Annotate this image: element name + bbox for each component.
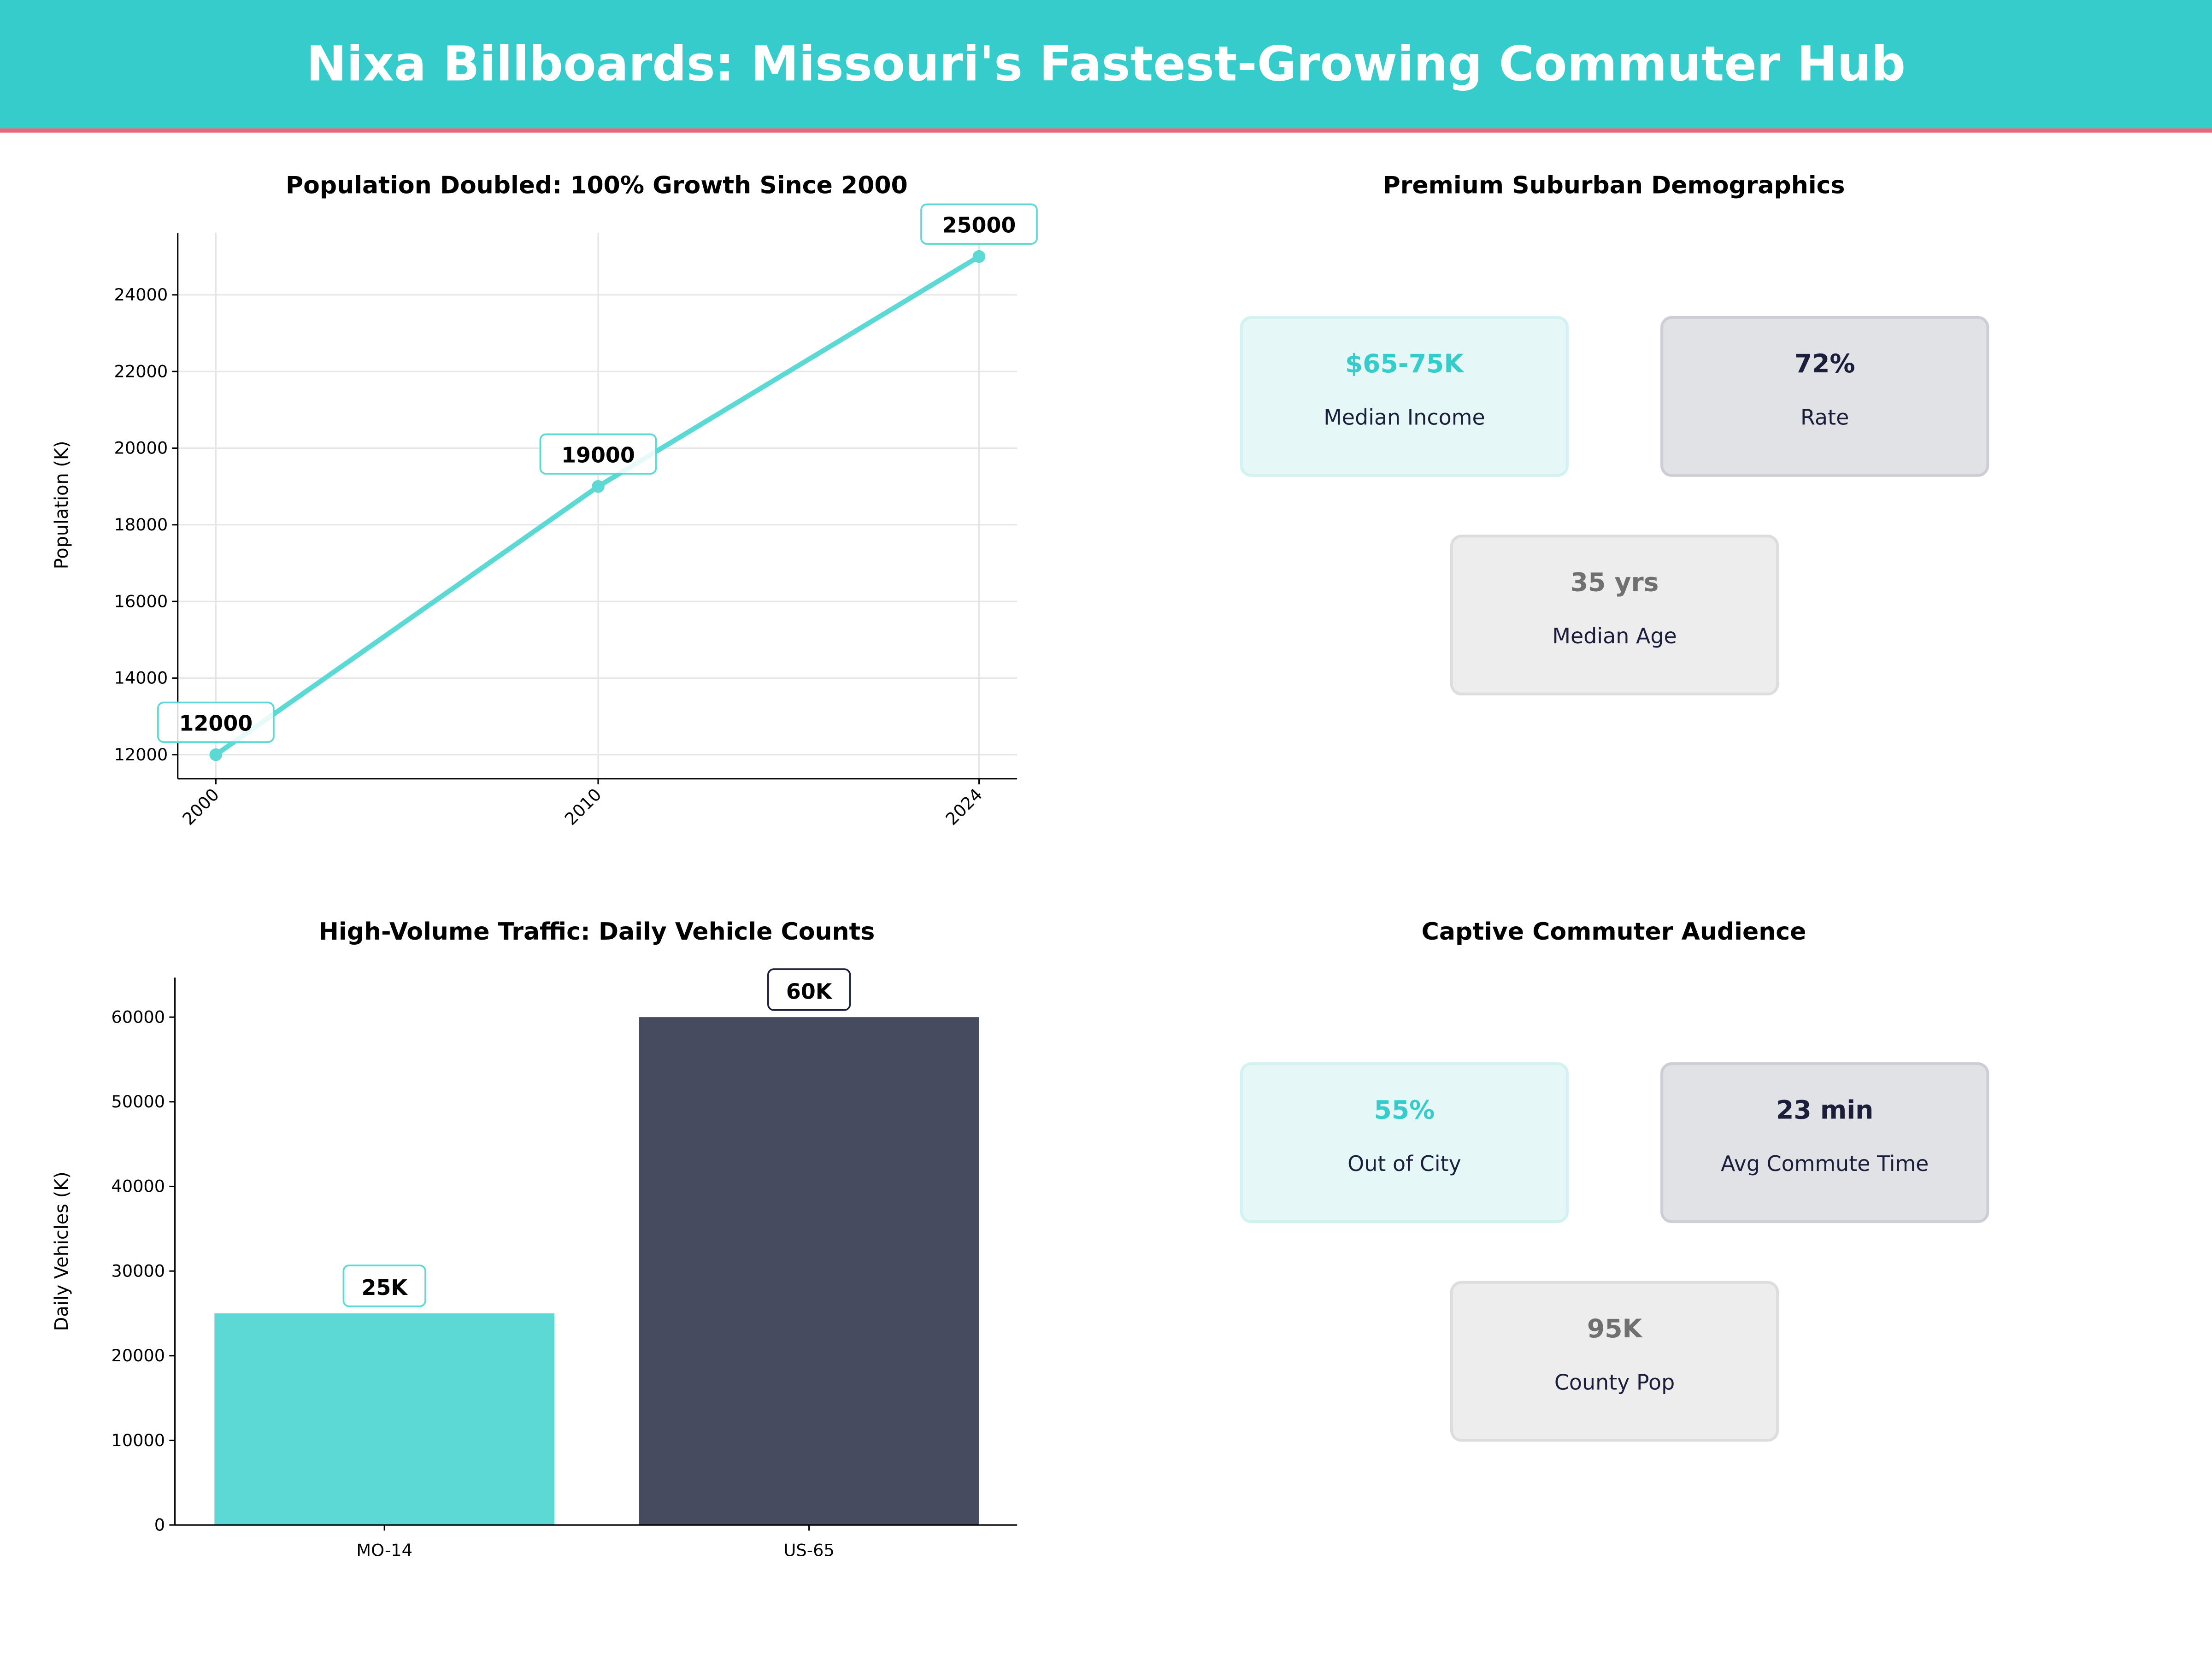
x-tick-label: 2000 — [178, 784, 223, 829]
y-axis-label: Population (K) — [51, 441, 72, 570]
data-label: 25000 — [942, 213, 1016, 238]
population-line-chart: Population Doubled: 100% Growth Since 20… — [51, 171, 1038, 829]
data-label: 19000 — [561, 443, 635, 468]
y-axis-label: Daily Vehicles (K) — [51, 1171, 72, 1331]
metric-value: 35 yrs — [1571, 568, 1659, 597]
card-background — [1660, 1062, 1989, 1224]
x-tick-label: US-65 — [784, 1541, 835, 1560]
y-tick-label: 50000 — [111, 1092, 165, 1112]
y-tick-label: 20000 — [114, 438, 168, 458]
bar-us-65 — [639, 1017, 979, 1525]
card-background — [1240, 316, 1569, 477]
data-point — [592, 480, 605, 493]
metric-value: 95K — [1587, 1314, 1643, 1343]
data-label-box — [342, 1265, 426, 1307]
metric-card: 95K County Pop — [1450, 1281, 1779, 1442]
y-tick-label: 16000 — [114, 591, 168, 611]
data-point — [209, 748, 223, 761]
y-tick-label: 10000 — [111, 1430, 165, 1450]
metric-card: $65-75K Median Income — [1240, 316, 1569, 477]
card-background — [1450, 535, 1779, 696]
metric-label: County Pop — [1554, 1370, 1675, 1394]
y-tick-label: 40000 — [111, 1177, 165, 1196]
y-tick-label: 0 — [154, 1515, 165, 1535]
y-tick-label: 18000 — [114, 515, 168, 535]
metric-value: 72% — [1794, 349, 1855, 378]
metric-value: $65-75K — [1345, 349, 1465, 378]
y-tick-label: 60000 — [111, 1007, 165, 1027]
metric-card: 23 min Avg Commute Time — [1660, 1062, 1989, 1224]
y-tick-label: 20000 — [111, 1346, 165, 1365]
metric-card: 72% Rate — [1660, 316, 1989, 477]
header-banner — [0, 0, 2212, 129]
page-title: Nixa Billboards: Missouri's Fastest-Grow… — [306, 35, 1906, 92]
data-label: 25K — [361, 1275, 408, 1300]
y-tick-label: 14000 — [114, 668, 168, 688]
metric-label: Median Age — [1552, 624, 1677, 648]
header-accent-line — [0, 128, 2212, 133]
x-tick-label: 2010 — [561, 784, 605, 829]
card-background — [1450, 1281, 1779, 1442]
metric-label: Median Income — [1324, 405, 1485, 429]
metric-label: Avg Commute Time — [1721, 1151, 1929, 1176]
data-label-box — [157, 701, 275, 743]
metric-value: 55% — [1374, 1095, 1435, 1125]
demographics-panel: Premium Suburban Demographics $65-75K Med… — [1240, 171, 1989, 696]
y-tick-label: 12000 — [114, 745, 168, 765]
data-point — [972, 250, 986, 263]
data-label-box — [539, 433, 657, 475]
data-label: 60K — [786, 979, 833, 1004]
x-tick-label: MO-14 — [356, 1541, 412, 1560]
bar-mo-14 — [214, 1313, 555, 1525]
metric-label: Out of City — [1347, 1151, 1461, 1176]
metric-value: 23 min — [1776, 1095, 1873, 1125]
chart-title: High-Volume Traffic: Daily Vehicle Count… — [318, 918, 875, 946]
commuter-panel: Captive Commuter Audience 55% Out of City… — [1240, 918, 1989, 1442]
metric-card: 35 yrs Median Age — [1450, 535, 1779, 696]
traffic-bar-chart: High-Volume Traffic: Daily Vehicle Count… — [51, 918, 1018, 1560]
data-label: 12000 — [179, 711, 253, 736]
panel-title: Premium Suburban Demographics — [1383, 171, 1845, 199]
card-background — [1660, 316, 1989, 477]
chart-title: Population Doubled: 100% Growth Since 20… — [286, 171, 908, 199]
metric-card: 55% Out of City — [1240, 1062, 1569, 1224]
x-tick-label: 2024 — [942, 784, 986, 829]
data-label-box — [920, 203, 1038, 245]
data-label-box — [767, 968, 851, 1011]
y-tick-label: 22000 — [114, 361, 168, 381]
y-tick-label: 24000 — [114, 285, 168, 305]
card-background — [1240, 1062, 1569, 1224]
panel-title: Captive Commuter Audience — [1422, 918, 1806, 946]
metric-label: Rate — [1800, 405, 1849, 429]
y-tick-label: 30000 — [111, 1261, 165, 1281]
